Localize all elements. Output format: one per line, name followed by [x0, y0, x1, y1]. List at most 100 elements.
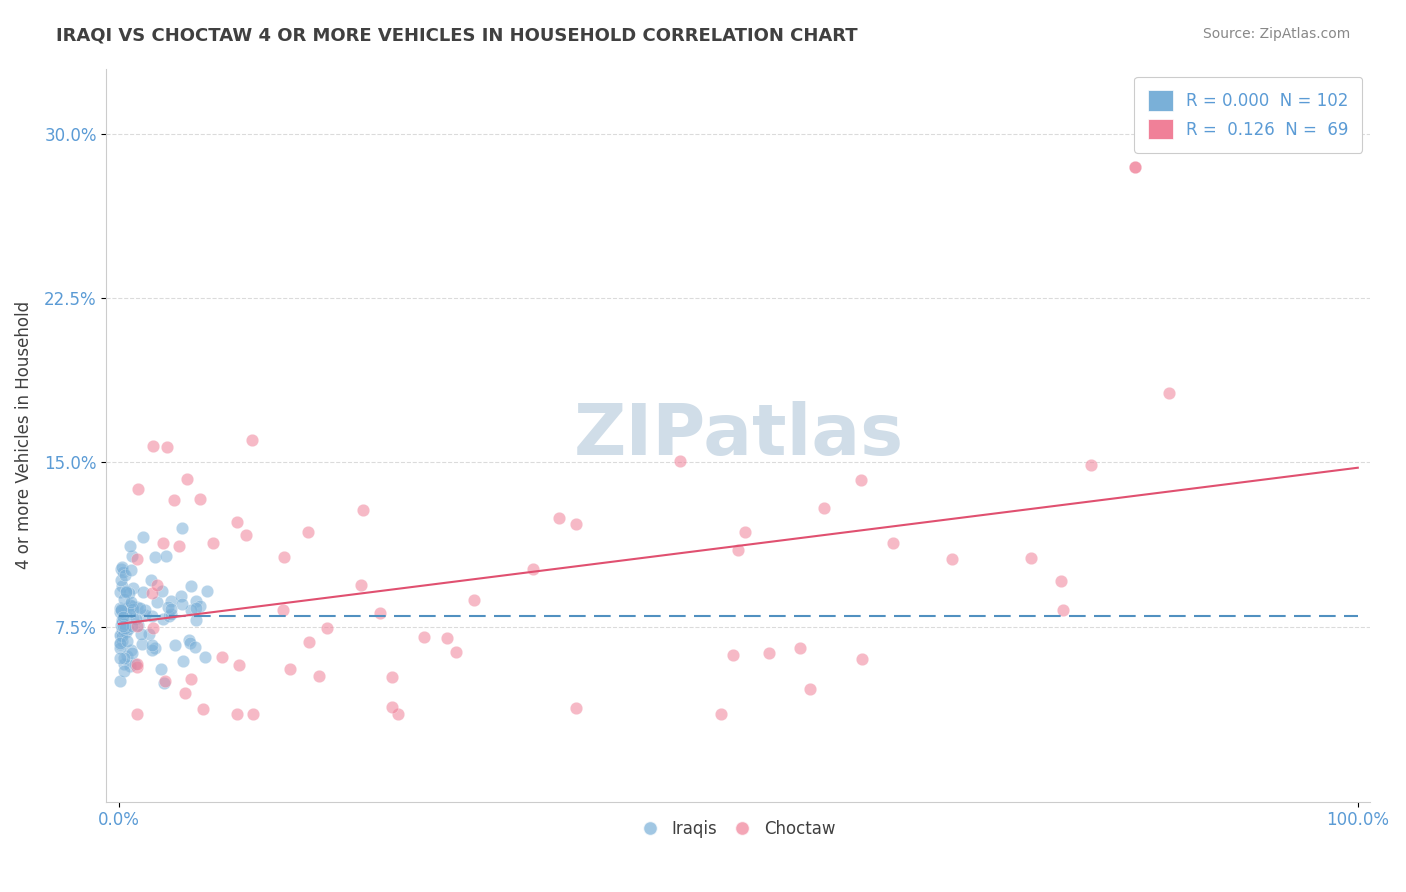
- Point: [225, 515, 247, 529]
- Point: [180, 603, 202, 617]
- Point: [381, 700, 404, 714]
- Point: [132, 530, 155, 544]
- Point: [191, 702, 214, 716]
- Point: [184, 613, 207, 627]
- Text: Source: ZipAtlas.com: Source: ZipAtlas.com: [1202, 27, 1350, 41]
- Point: [110, 574, 132, 588]
- Point: [108, 584, 131, 599]
- Point: [121, 619, 143, 633]
- Point: [121, 646, 143, 660]
- Point: [380, 670, 402, 684]
- Point: [141, 638, 163, 652]
- Point: [368, 607, 391, 621]
- Point: [242, 706, 264, 721]
- Point: [156, 440, 179, 454]
- Point: [174, 686, 197, 700]
- Point: [110, 562, 132, 576]
- Point: [111, 629, 134, 643]
- Point: [188, 599, 211, 614]
- Point: [412, 631, 434, 645]
- Point: [160, 601, 183, 615]
- Point: [145, 578, 167, 592]
- Point: [118, 539, 141, 553]
- Point: [152, 676, 174, 690]
- Point: [157, 608, 180, 623]
- Point: [117, 601, 139, 615]
- Point: [121, 602, 143, 616]
- Point: [112, 619, 135, 633]
- Point: [180, 579, 202, 593]
- Point: [297, 524, 319, 539]
- Point: [1052, 603, 1074, 617]
- Point: [110, 640, 132, 655]
- Point: [436, 631, 458, 645]
- Point: [110, 602, 132, 616]
- Legend: Iraqis, Choctaw: Iraqis, Choctaw: [634, 814, 842, 845]
- Point: [127, 599, 149, 614]
- Point: [522, 562, 544, 576]
- Point: [1159, 386, 1181, 401]
- Point: [110, 618, 132, 632]
- Point: [271, 602, 294, 616]
- Point: [167, 539, 190, 553]
- Point: [122, 610, 145, 624]
- Point: [121, 599, 143, 613]
- Point: [163, 492, 186, 507]
- Point: [111, 579, 134, 593]
- Point: [547, 510, 569, 524]
- Point: [139, 573, 162, 587]
- Point: [444, 645, 467, 659]
- Point: [110, 600, 132, 615]
- Point: [142, 439, 165, 453]
- Point: [114, 621, 136, 635]
- Point: [235, 528, 257, 542]
- Point: [141, 586, 163, 600]
- Point: [120, 563, 142, 577]
- Point: [1080, 458, 1102, 472]
- Point: [125, 612, 148, 626]
- Point: [463, 593, 485, 607]
- Point: [114, 567, 136, 582]
- Point: [669, 454, 692, 468]
- Point: [131, 637, 153, 651]
- Point: [799, 682, 821, 697]
- Point: [111, 610, 134, 624]
- Point: [145, 595, 167, 609]
- Text: ZIPatlas: ZIPatlas: [574, 401, 904, 469]
- Point: [202, 536, 225, 550]
- Point: [172, 597, 194, 611]
- Point: [120, 605, 142, 619]
- Point: [143, 549, 166, 564]
- Point: [141, 642, 163, 657]
- Point: [112, 664, 135, 678]
- Point: [112, 565, 135, 579]
- Point: [111, 615, 134, 630]
- Point: [127, 706, 149, 721]
- Point: [117, 622, 139, 636]
- Text: IRAQI VS CHOCTAW 4 OR MORE VEHICLES IN HOUSEHOLD CORRELATION CHART: IRAQI VS CHOCTAW 4 OR MORE VEHICLES IN H…: [56, 27, 858, 45]
- Point: [150, 583, 173, 598]
- Point: [1123, 160, 1146, 174]
- Point: [112, 617, 135, 632]
- Point: [112, 651, 135, 665]
- Point: [184, 601, 207, 615]
- Point: [565, 701, 588, 715]
- Point: [112, 591, 135, 606]
- Point: [240, 433, 263, 447]
- Point: [211, 649, 233, 664]
- Point: [127, 618, 149, 632]
- Point: [128, 601, 150, 615]
- Point: [179, 633, 201, 648]
- Point: [117, 634, 139, 648]
- Point: [193, 649, 215, 664]
- Point: [1019, 550, 1042, 565]
- Point: [387, 706, 409, 721]
- Point: [120, 595, 142, 609]
- Point: [112, 602, 135, 616]
- Point: [179, 635, 201, 649]
- Point: [118, 586, 141, 600]
- Point: [112, 624, 135, 638]
- Point: [124, 657, 146, 671]
- Point: [127, 552, 149, 566]
- Point: [153, 673, 176, 688]
